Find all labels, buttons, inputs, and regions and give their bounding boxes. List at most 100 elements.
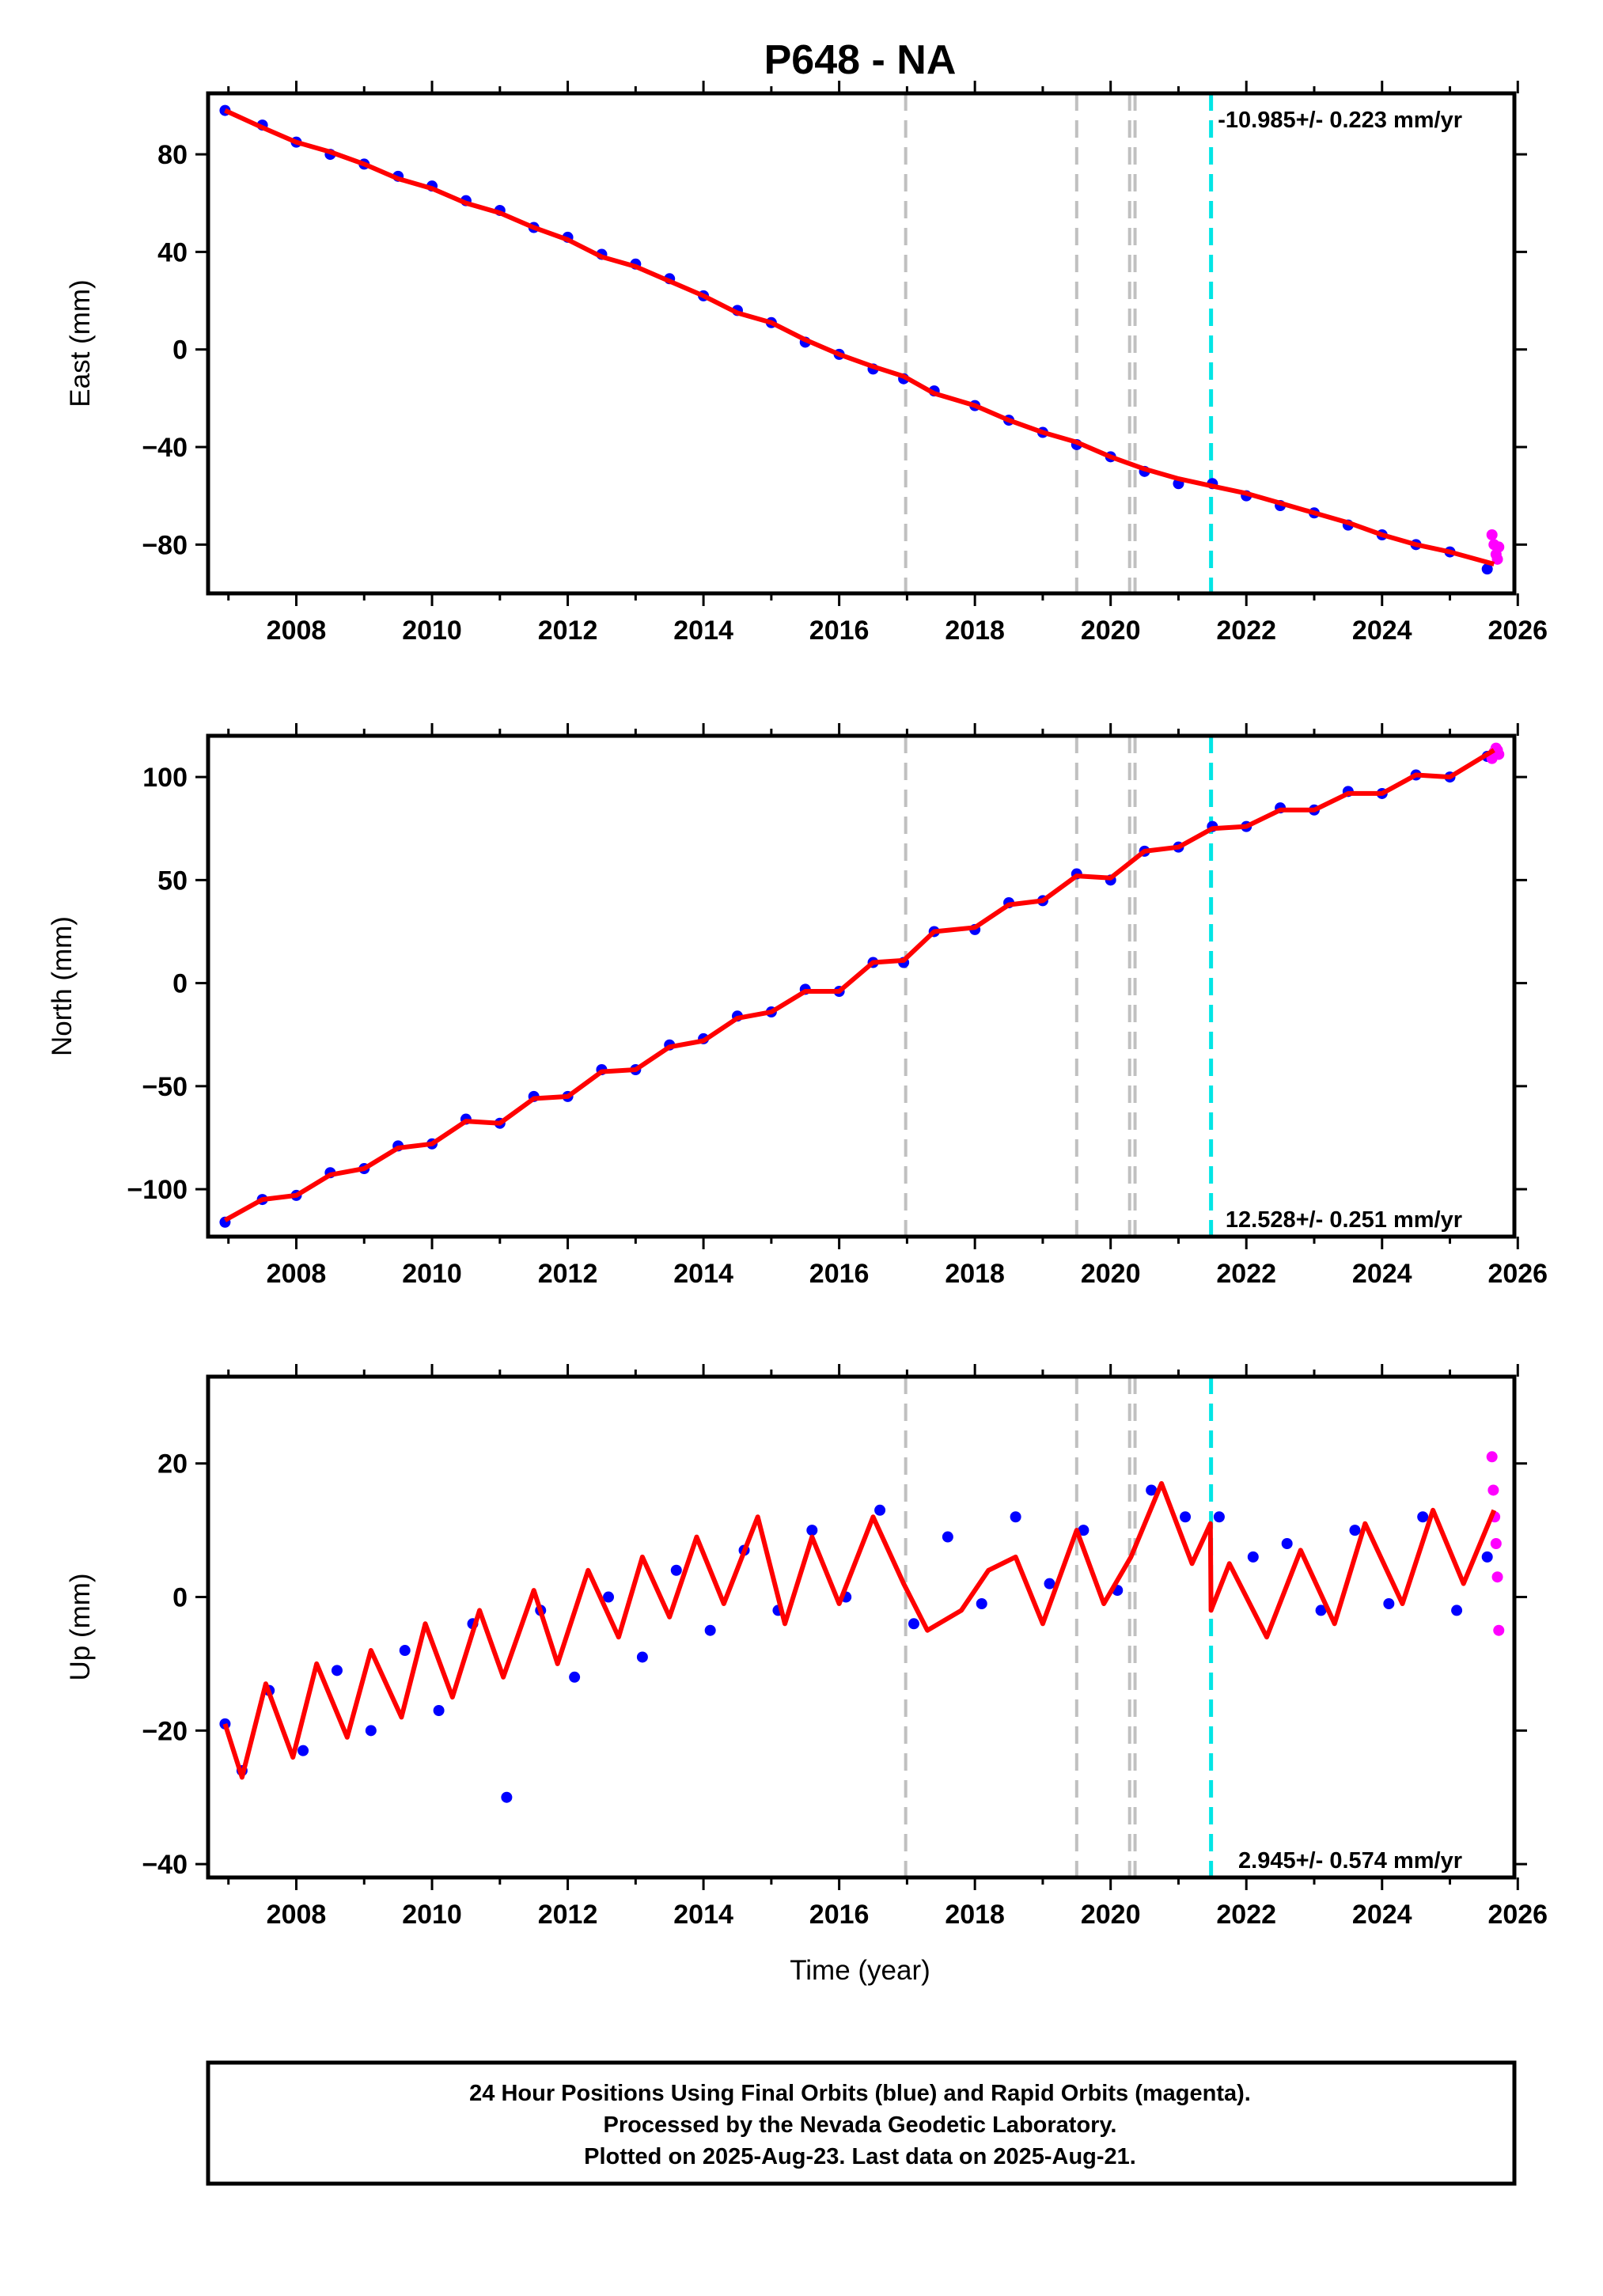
final-orbit-point bbox=[1481, 563, 1493, 575]
x-tick-label: 2018 bbox=[945, 616, 1005, 646]
y-axis-label: Up (mm) bbox=[65, 1573, 96, 1680]
plot-area bbox=[219, 93, 1505, 593]
rapid-orbit-point bbox=[1486, 1451, 1498, 1463]
y-tick-label: −40 bbox=[142, 1850, 188, 1880]
final-orbit-point bbox=[636, 1651, 648, 1663]
final-orbit-point bbox=[1010, 1511, 1021, 1523]
x-tick-label: 2026 bbox=[1487, 1900, 1548, 1930]
y-tick-label: −20 bbox=[142, 1716, 188, 1746]
y-tick-label: 80 bbox=[157, 140, 188, 170]
x-tick-label: 2022 bbox=[1216, 616, 1276, 646]
final-orbit-point bbox=[942, 1531, 953, 1543]
x-tick-label: 2010 bbox=[402, 1900, 462, 1930]
y-tick-label: 0 bbox=[172, 969, 188, 999]
final-orbit-point bbox=[1146, 1484, 1158, 1496]
plot-frame bbox=[206, 1374, 1517, 1880]
model-fit-line bbox=[223, 748, 1495, 1222]
y-tick-label: 0 bbox=[172, 1583, 188, 1613]
x-tick-label: 2018 bbox=[945, 1900, 1005, 1930]
final-orbit-point bbox=[670, 1564, 682, 1576]
plot-frame bbox=[206, 91, 1517, 596]
final-orbit-point bbox=[569, 1671, 581, 1683]
final-orbit-point bbox=[1481, 1551, 1493, 1563]
caption-line-1: 24 Hour Positions Using Final Orbits (bl… bbox=[469, 2081, 1251, 2106]
x-tick-label: 2018 bbox=[945, 1259, 1005, 1289]
y-tick-label: 0 bbox=[172, 335, 188, 366]
x-tick-label: 2020 bbox=[1081, 1259, 1141, 1289]
x-tick-label: 2026 bbox=[1487, 616, 1548, 646]
rapid-orbit-point bbox=[1493, 1624, 1505, 1636]
final-orbit-point bbox=[1281, 1538, 1293, 1549]
final-orbit-point bbox=[399, 1645, 411, 1657]
y-tick-label: 50 bbox=[157, 866, 188, 896]
y-tick-label: −80 bbox=[142, 530, 188, 560]
x-tick-label: 2020 bbox=[1081, 616, 1141, 646]
x-tick-label: 2024 bbox=[1352, 1259, 1412, 1289]
x-tick-label: 2014 bbox=[673, 1900, 733, 1930]
x-tick-label: 2022 bbox=[1216, 1259, 1276, 1289]
x-tick-label: 2024 bbox=[1352, 1900, 1412, 1930]
final-orbit-point bbox=[1044, 1578, 1055, 1589]
rapid-orbit-point bbox=[1487, 1484, 1499, 1496]
x-axis-label: Time (year) bbox=[790, 1955, 930, 1986]
caption-box: 24 Hour Positions Using Final Orbits (bl… bbox=[206, 2060, 1517, 2186]
x-tick-label: 2016 bbox=[809, 1259, 870, 1289]
final-orbit-point bbox=[908, 1618, 919, 1630]
x-tick-label: 2014 bbox=[673, 616, 733, 646]
final-orbit-point bbox=[976, 1597, 987, 1609]
plot-frame bbox=[206, 733, 1517, 1239]
x-tick-label: 2008 bbox=[267, 1259, 327, 1289]
model-fit-line bbox=[222, 1481, 1497, 1780]
final-orbit-point bbox=[1315, 1605, 1327, 1616]
y-tick-label: 40 bbox=[157, 237, 188, 267]
y-tick-label: −40 bbox=[142, 433, 188, 463]
final-orbit-point bbox=[433, 1705, 445, 1716]
caption-line-3: Plotted on 2025-Aug-23. Last data on 202… bbox=[584, 2144, 1136, 2169]
x-tick-label: 2012 bbox=[538, 1259, 598, 1289]
final-orbit-point bbox=[806, 1525, 818, 1536]
plot-area bbox=[219, 1377, 1505, 1877]
final-orbit-point bbox=[1383, 1597, 1395, 1609]
x-tick-label: 2010 bbox=[402, 616, 462, 646]
rapid-orbit-point bbox=[1493, 541, 1505, 553]
y-tick-label: 100 bbox=[142, 763, 188, 793]
y-tick-label: −100 bbox=[127, 1175, 188, 1205]
rapid-orbit-point bbox=[1491, 1571, 1503, 1583]
y-axis-label: East (mm) bbox=[65, 279, 96, 407]
rapid-orbit-point bbox=[1491, 553, 1503, 565]
up-panel: 2008 2010 2012 2014 2016 2018 2020 2022 2024 2026… bbox=[65, 1364, 1548, 1930]
x-tick-label: 2012 bbox=[538, 616, 598, 646]
north-panel: 2008 2010 2012 2014 2016 2018 2020 2022 2024 2026… bbox=[47, 723, 1548, 1289]
final-orbit-point bbox=[1078, 1525, 1090, 1536]
x-tick-label: 2016 bbox=[809, 616, 870, 646]
caption-line-2: Processed by the Nevada Geodetic Laborat… bbox=[604, 2112, 1117, 2138]
final-orbit-point bbox=[1451, 1605, 1463, 1616]
x-tick-label: 2014 bbox=[673, 1259, 733, 1289]
east-panel: 2008 2010 2012 2014 2016 2018 2020 2022 2024 2026… bbox=[65, 81, 1548, 646]
model-fit-line bbox=[224, 108, 1495, 566]
caption-frame bbox=[206, 2060, 1517, 2186]
rapid-orbit-point bbox=[1490, 1538, 1502, 1549]
x-tick-label: 2008 bbox=[267, 616, 327, 646]
final-orbit-point bbox=[704, 1624, 716, 1636]
final-orbit-point bbox=[331, 1665, 343, 1677]
x-tick-label: 2016 bbox=[809, 1900, 870, 1930]
velocity-rate-label: -10.985+/- 0.223 mm/yr bbox=[1218, 108, 1462, 133]
final-orbit-point bbox=[874, 1504, 886, 1516]
x-tick-label: 2012 bbox=[538, 1900, 598, 1930]
x-tick-label: 2008 bbox=[267, 1900, 327, 1930]
x-tick-label: 2010 bbox=[402, 1259, 462, 1289]
chart-title: P648 - NA bbox=[764, 37, 957, 83]
final-orbit-point bbox=[501, 1791, 513, 1803]
x-tick-label: 2020 bbox=[1081, 1900, 1141, 1930]
final-orbit-point bbox=[365, 1725, 377, 1737]
final-orbit-point bbox=[1180, 1511, 1192, 1523]
velocity-rate-label: 12.528+/- 0.251 mm/yr bbox=[1226, 1207, 1462, 1233]
x-tick-label: 2022 bbox=[1216, 1900, 1276, 1930]
final-orbit-point bbox=[1213, 1511, 1225, 1523]
y-tick-label: 20 bbox=[157, 1449, 188, 1480]
final-orbit-point bbox=[1417, 1511, 1429, 1523]
plot-area bbox=[219, 736, 1505, 1237]
x-tick-label: 2024 bbox=[1352, 616, 1412, 646]
